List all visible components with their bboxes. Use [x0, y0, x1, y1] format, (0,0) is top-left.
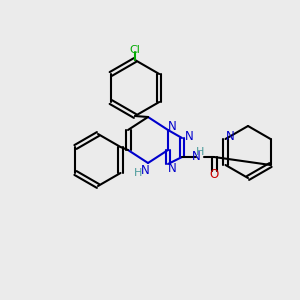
Text: Cl: Cl: [130, 45, 140, 55]
Text: N: N: [192, 151, 200, 164]
Text: H: H: [196, 147, 204, 157]
Text: N: N: [141, 164, 149, 178]
Text: H: H: [134, 168, 142, 178]
Text: N: N: [168, 119, 176, 133]
Text: O: O: [209, 169, 219, 182]
Text: N: N: [226, 130, 235, 142]
Text: N: N: [184, 130, 194, 142]
Text: N: N: [168, 161, 176, 175]
